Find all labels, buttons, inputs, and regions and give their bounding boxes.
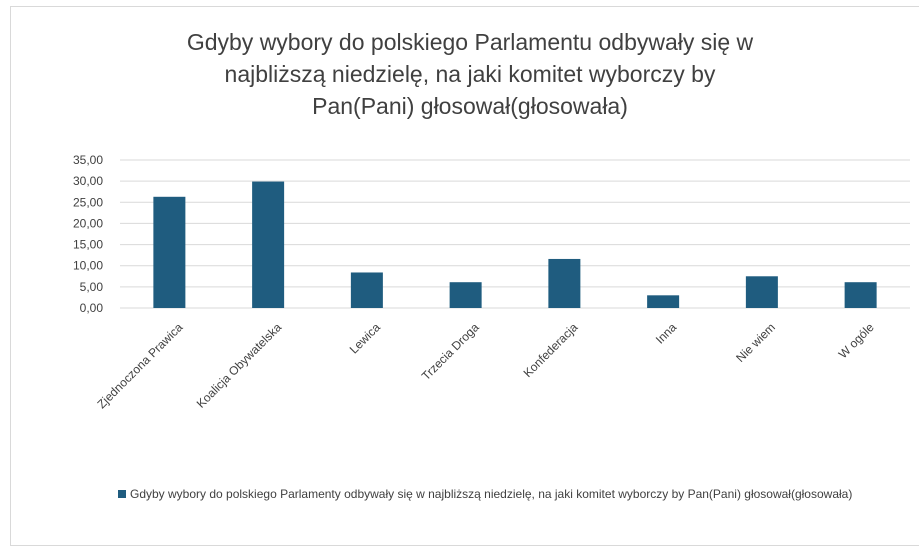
chart-title-line-3: Pan(Pani) głosował(głosowała) [312, 93, 628, 119]
chart-title-line-2: najbliższą niedzielę, na jaki komitet wy… [224, 61, 716, 87]
bar [745, 276, 778, 308]
x-tick-label: Zjednoczona Prawica [94, 320, 185, 411]
y-tick-label: 35,00 [73, 153, 103, 167]
chart-legend: Gdyby wybory do polskiego Parlamenty odb… [118, 484, 878, 504]
legend-label: Gdyby wybory do polskiego Parlamenty odb… [130, 487, 853, 501]
chart-title-line-1: Gdyby wybory do polskiego Parlamentu odb… [186, 29, 754, 55]
y-tick-label: 15,00 [73, 238, 103, 252]
bar [252, 181, 285, 308]
y-tick-label: 25,00 [73, 195, 103, 209]
y-tick-label: 20,00 [73, 216, 103, 230]
bar [548, 258, 581, 308]
bar [647, 295, 680, 308]
x-tick-label: Koalicja Obywatelska [194, 320, 285, 411]
x-tick-label: Lewica [347, 320, 384, 357]
y-tick-label: 5,00 [80, 280, 104, 294]
x-tick-label: Inna [653, 320, 680, 347]
y-tick-label: 30,00 [73, 174, 103, 188]
x-tick-label: Konfederacja [521, 320, 581, 380]
x-tick-label: Nie wiem [733, 320, 778, 365]
bar [449, 282, 482, 308]
chart-title: Gdyby wybory do polskiego Parlamentu odb… [40, 26, 900, 122]
x-tick-label: W ogóle [836, 320, 877, 361]
bar [844, 282, 877, 308]
bar [350, 272, 383, 308]
x-tick-label: Trzecia Droga [419, 320, 482, 383]
y-tick-label: 0,00 [80, 301, 104, 315]
bar [153, 196, 186, 308]
legend-swatch [118, 490, 126, 498]
y-tick-label: 10,00 [73, 259, 103, 273]
